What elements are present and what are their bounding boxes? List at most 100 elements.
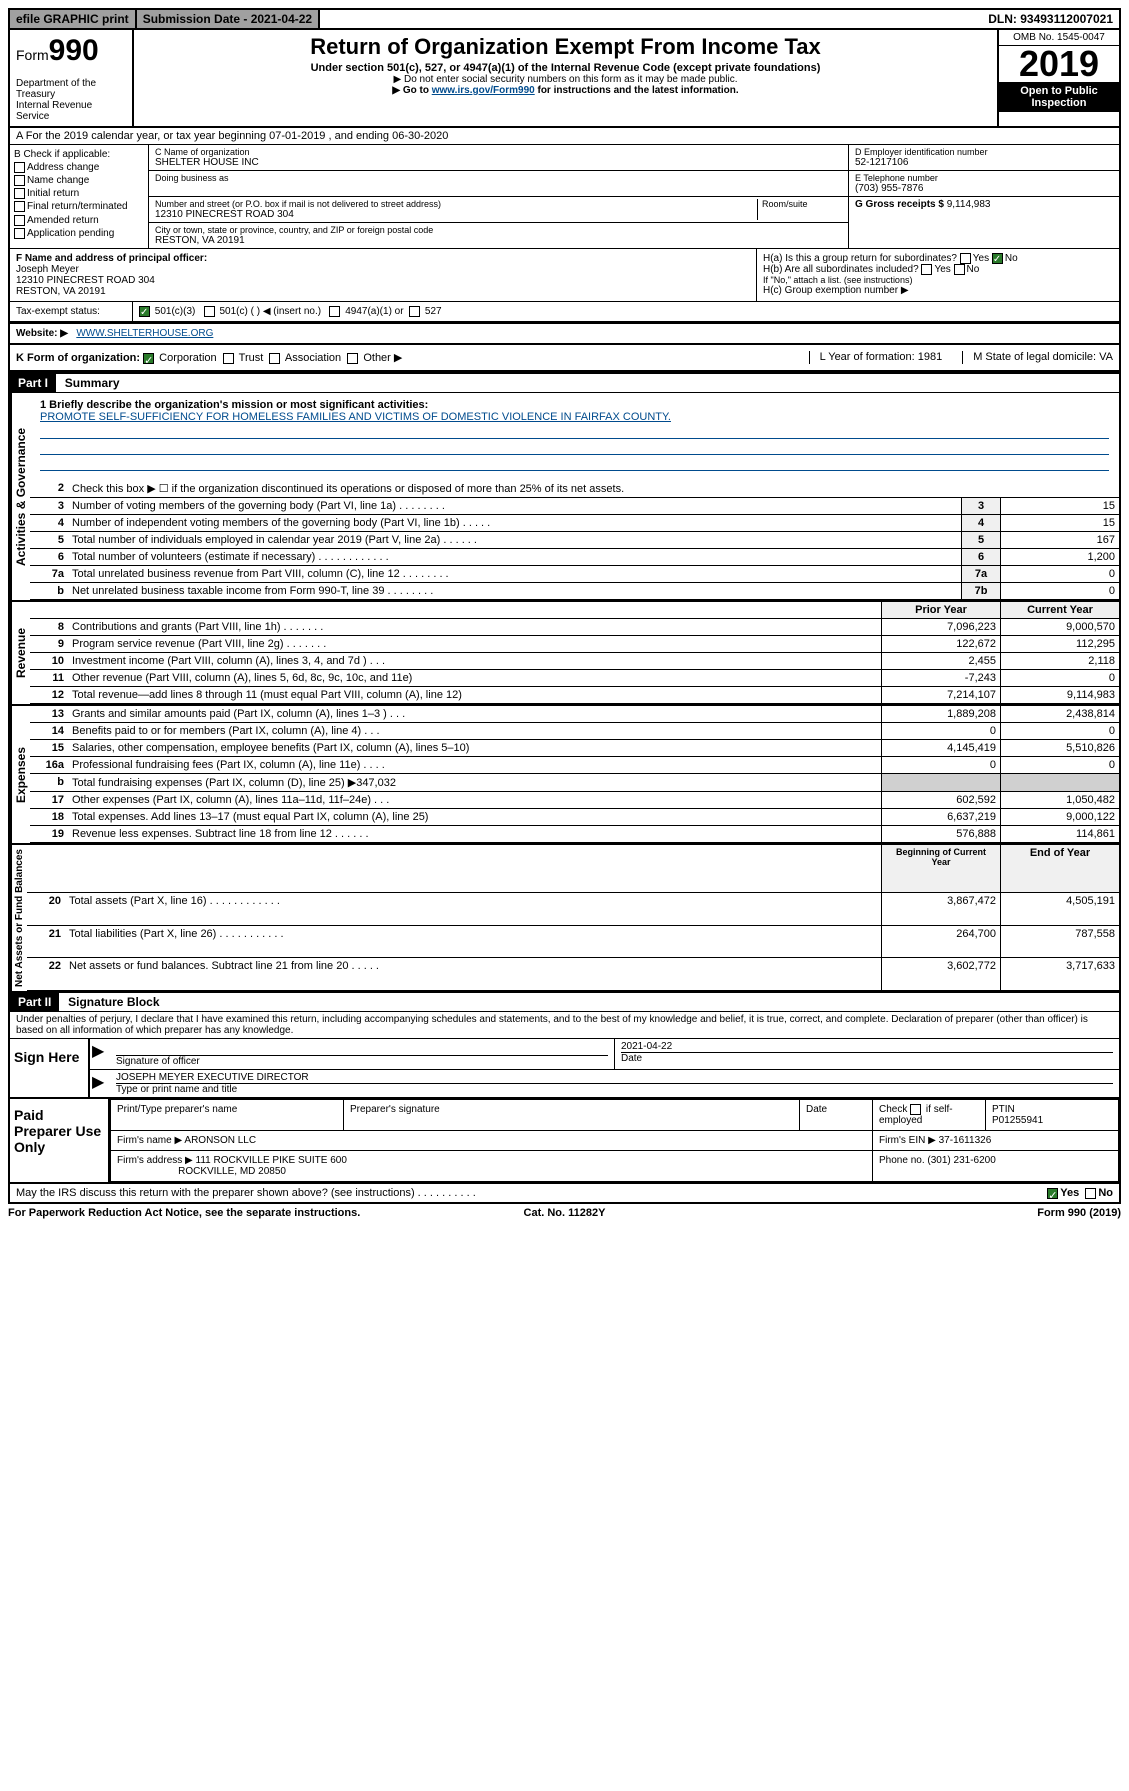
chk-ha-yes[interactable] — [960, 253, 971, 264]
firm-ein: 37-1611326 — [939, 1135, 992, 1146]
website-link[interactable]: WWW.SHELTERHOUSE.ORG — [76, 328, 213, 339]
tax-year: 2019 — [999, 46, 1119, 82]
efile-label[interactable]: efile GRAPHIC print — [10, 10, 137, 28]
chk-501c[interactable] — [204, 306, 215, 317]
col-b-checkboxes: B Check if applicable: Address change Na… — [10, 145, 149, 248]
hc-label: H(c) Group exemption number ▶ — [763, 285, 1113, 296]
discuss-row: May the IRS discuss this return with the… — [8, 1184, 1121, 1204]
spacer — [320, 17, 982, 21]
chk-final[interactable] — [14, 201, 25, 212]
hb-label: H(b) Are all subordinates included? — [763, 264, 919, 275]
chk-501c3[interactable]: ✓ — [139, 306, 150, 317]
activities-table: 1 Briefly describe the organization's mi… — [30, 393, 1119, 600]
sign-here-label: Sign Here — [10, 1039, 88, 1097]
chk-name[interactable] — [14, 175, 25, 186]
summary-table: Activities & Governance 1 Briefly descri… — [8, 393, 1121, 602]
firm-label: Firm's name ▶ — [117, 1135, 182, 1146]
opt-trust: Trust — [239, 352, 264, 364]
room-label: Room/suite — [762, 199, 842, 209]
sign-block: Sign Here ▶ Signature of officer 2021-04… — [8, 1038, 1121, 1099]
chk-hb-yes[interactable] — [921, 264, 932, 275]
form-number-cell: Form990 Department of the Treasury Inter… — [10, 30, 134, 126]
form-word: Form — [16, 47, 49, 63]
opt-assoc: Association — [285, 352, 341, 364]
part2-label: Part II — [10, 993, 59, 1011]
year-cell: OMB No. 1545-0047 2019 Open to Public In… — [997, 30, 1119, 126]
form-footer: Form 990 (2019) — [750, 1207, 1121, 1219]
chk-hb-no[interactable] — [954, 264, 965, 275]
m-state: M State of legal domicile: VA — [962, 351, 1113, 364]
col-f: F Name and address of principal officer:… — [10, 249, 757, 301]
website-label: Website: ▶ — [16, 328, 68, 339]
note-goto: ▶ Go to www.irs.gov/Form990 for instruct… — [140, 85, 991, 96]
q1-text: PROMOTE SELF-SUFFICIENCY FOR HOMELESS FA… — [40, 411, 671, 423]
vlab-activities: Activities & Governance — [10, 393, 30, 600]
firm-name: ARONSON LLC — [184, 1135, 256, 1146]
vlab-netassets: Net Assets or Fund Balances — [10, 845, 27, 991]
l-year: L Year of formation: 1981 — [809, 351, 943, 364]
col-h: H(a) Is this a group return for subordin… — [757, 249, 1119, 301]
open-inspection: Open to Public Inspection — [999, 82, 1119, 112]
chk-discuss-no[interactable] — [1085, 1188, 1096, 1199]
chk-pending[interactable] — [14, 228, 25, 239]
ha-label: H(a) Is this a group return for subordin… — [763, 253, 957, 264]
irs-label: Internal Revenue Service — [16, 100, 126, 122]
firm-phone-label: Phone no. — [879, 1155, 925, 1166]
chk-self-employed[interactable] — [910, 1104, 921, 1115]
opt-501c3: 501(c)(3) — [155, 306, 196, 317]
chk-initial[interactable] — [14, 188, 25, 199]
ein-label: D Employer identification number — [855, 147, 1113, 157]
chk-amended[interactable] — [14, 215, 25, 226]
vlab-revenue: Revenue — [10, 602, 30, 704]
ptin-label: PTIN — [992, 1104, 1015, 1115]
goto-pre: ▶ Go to — [392, 85, 431, 96]
print-name-label: Type or print name and title — [116, 1084, 1113, 1095]
yes-label: Yes — [1060, 1187, 1079, 1199]
part1-label: Part I — [10, 374, 56, 392]
preparer-block: Paid Preparer Use Only Print/Type prepar… — [8, 1099, 1121, 1184]
top-toolbar: efile GRAPHIC print Submission Date - 20… — [8, 8, 1121, 30]
irs-link[interactable]: www.irs.gov/Form990 — [432, 85, 535, 96]
hb-note: If "No," attach a list. (see instruction… — [763, 275, 1113, 285]
arrow-icon-2: ▶ — [90, 1070, 110, 1097]
opt-amended: Amended return — [27, 215, 99, 226]
org-address: 12310 PINECREST ROAD 304 — [155, 209, 757, 220]
chk-discuss-yes[interactable]: ✓ — [1047, 1188, 1058, 1199]
opt-pending: Application pending — [27, 228, 114, 239]
officer-print-name: JOSEPH MEYER EXECUTIVE DIRECTOR — [116, 1072, 1113, 1084]
chk-527[interactable] — [409, 306, 420, 317]
sign-date: 2021-04-22 — [621, 1041, 1113, 1053]
chk-4947[interactable] — [329, 306, 340, 317]
chk-assoc[interactable] — [269, 353, 280, 364]
subtitle: Under section 501(c), 527, or 4947(a)(1)… — [140, 62, 991, 74]
phone: (703) 955-7876 — [855, 183, 1113, 194]
row-a-tax-year: A For the 2019 calendar year, or tax yea… — [8, 128, 1121, 145]
opt-501c: 501(c) ( ) ◀ (insert no.) — [219, 306, 321, 317]
gross-label: G Gross receipts $ — [855, 199, 947, 210]
opt-initial: Initial return — [27, 188, 79, 199]
chk-trust[interactable] — [223, 353, 234, 364]
gross-receipts: 9,114,983 — [947, 199, 991, 210]
sig-label: Signature of officer — [116, 1056, 608, 1067]
col-b-label: B Check if applicable: — [14, 149, 144, 160]
firm-addr-label: Firm's address ▶ — [117, 1155, 193, 1166]
ein: 52-1217106 — [855, 157, 1113, 168]
dln: DLN: 93493112007021 — [982, 10, 1119, 28]
revenue-table: Revenue Prior YearCurrent Year 8Contribu… — [8, 602, 1121, 706]
addr-label: Number and street (or P.O. box if mail i… — [155, 199, 757, 209]
chk-ha-no[interactable]: ✓ — [992, 253, 1003, 264]
chk-address[interactable] — [14, 162, 25, 173]
chk-other[interactable] — [347, 353, 358, 364]
opt-527: 527 — [425, 306, 442, 317]
prep-sig-label: Preparer's signature — [344, 1100, 800, 1131]
officer-addr1: 12310 PINECREST ROAD 304 — [16, 275, 155, 286]
opt-other: Other ▶ — [363, 352, 402, 364]
phone-label: E Telephone number — [855, 173, 1113, 183]
chk-corp[interactable]: ✓ — [143, 353, 154, 364]
row-j: Website: ▶ WWW.SHELTERHOUSE.ORG — [8, 323, 1121, 345]
q1-label: 1 Briefly describe the organization's mi… — [40, 399, 428, 411]
form-990: 990 — [49, 34, 99, 67]
title-cell: Return of Organization Exempt From Incom… — [134, 30, 997, 126]
row-fh: F Name and address of principal officer:… — [8, 249, 1121, 302]
org-name: SHELTER HOUSE INC — [155, 157, 842, 168]
